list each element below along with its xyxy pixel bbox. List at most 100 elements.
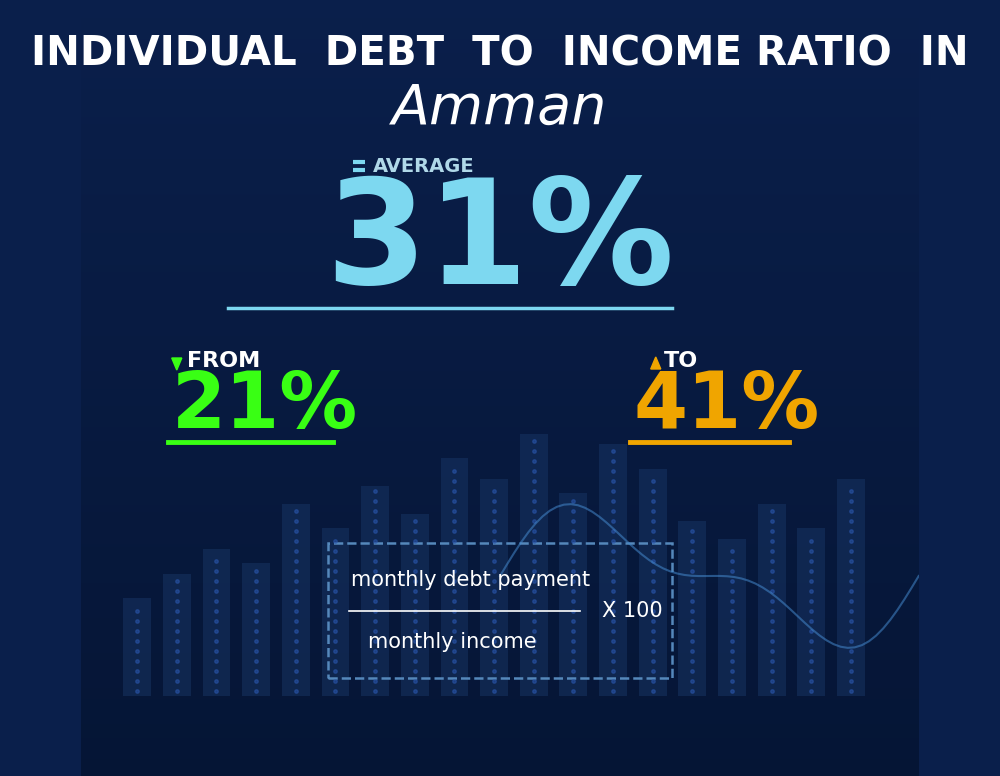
Bar xyxy=(81,274,919,275)
Bar xyxy=(81,334,919,335)
Bar xyxy=(81,485,919,486)
Bar xyxy=(81,737,919,738)
Bar xyxy=(81,102,919,103)
Bar xyxy=(81,391,919,392)
Bar xyxy=(81,704,919,705)
Bar xyxy=(81,201,919,202)
Bar xyxy=(81,325,919,326)
Bar xyxy=(81,211,919,212)
Bar xyxy=(81,80,919,81)
Bar xyxy=(81,583,919,584)
Bar xyxy=(81,393,919,394)
Bar xyxy=(81,594,919,595)
Bar xyxy=(81,539,919,540)
Bar xyxy=(81,520,919,521)
Bar xyxy=(81,4,919,5)
Bar xyxy=(81,316,919,317)
Bar xyxy=(81,31,919,32)
Bar xyxy=(81,140,919,141)
Bar xyxy=(81,727,919,728)
Bar xyxy=(81,81,919,82)
Bar xyxy=(81,178,919,179)
Bar xyxy=(81,640,919,641)
Bar xyxy=(81,415,919,416)
Bar xyxy=(81,591,919,592)
Bar xyxy=(81,418,919,419)
Bar xyxy=(81,83,919,84)
Bar xyxy=(81,738,919,739)
Bar xyxy=(81,609,919,610)
Bar xyxy=(81,73,919,74)
Bar xyxy=(81,350,919,351)
Bar xyxy=(81,192,919,193)
Text: 21%: 21% xyxy=(172,368,358,444)
Bar xyxy=(81,28,919,29)
Bar xyxy=(81,181,919,182)
Bar xyxy=(81,82,919,83)
Bar xyxy=(81,299,919,300)
Bar xyxy=(81,741,919,742)
Bar xyxy=(81,97,919,98)
Bar xyxy=(81,264,919,265)
Bar xyxy=(81,560,919,561)
Bar xyxy=(81,507,919,508)
Bar xyxy=(81,161,919,162)
Bar xyxy=(81,566,919,567)
Bar xyxy=(81,603,919,604)
Bar xyxy=(81,193,919,194)
Bar xyxy=(81,754,919,755)
Bar xyxy=(81,243,919,244)
Bar xyxy=(81,228,919,229)
Bar xyxy=(81,624,919,625)
Bar xyxy=(81,69,919,70)
Bar xyxy=(81,7,919,8)
Bar xyxy=(81,537,919,538)
Bar xyxy=(81,492,919,493)
Bar xyxy=(81,85,919,86)
Bar xyxy=(81,246,919,247)
Bar xyxy=(81,413,919,414)
Bar xyxy=(81,87,919,88)
Bar xyxy=(81,443,919,444)
Bar xyxy=(81,24,919,25)
Bar xyxy=(81,499,919,500)
Bar xyxy=(81,460,919,461)
Bar xyxy=(81,195,919,196)
Bar xyxy=(81,751,919,752)
Bar xyxy=(81,305,919,306)
Bar xyxy=(81,29,919,30)
Bar xyxy=(81,139,919,140)
Bar xyxy=(81,598,919,599)
Bar xyxy=(81,247,919,248)
Bar xyxy=(81,618,919,619)
Bar xyxy=(81,222,919,223)
Bar xyxy=(81,271,919,272)
Bar xyxy=(81,773,919,774)
Bar xyxy=(81,313,919,314)
Bar xyxy=(81,280,919,281)
Bar xyxy=(81,631,919,632)
Bar xyxy=(81,196,919,197)
Bar xyxy=(81,308,919,309)
Bar xyxy=(81,122,919,123)
Bar xyxy=(81,377,919,378)
Bar xyxy=(81,616,919,617)
Bar xyxy=(81,493,919,494)
Bar xyxy=(81,11,919,12)
Bar xyxy=(81,555,919,556)
Bar xyxy=(81,262,919,263)
Bar xyxy=(81,698,919,699)
Bar xyxy=(81,442,919,443)
Bar xyxy=(81,223,919,224)
Bar xyxy=(81,54,919,55)
Bar xyxy=(81,529,919,530)
Bar xyxy=(81,96,919,97)
Bar xyxy=(81,434,919,435)
Bar xyxy=(81,287,919,288)
Bar xyxy=(81,219,919,220)
Bar xyxy=(81,55,919,56)
Bar xyxy=(81,301,919,302)
Bar xyxy=(81,661,919,662)
Bar xyxy=(81,696,919,697)
Bar xyxy=(81,180,919,181)
